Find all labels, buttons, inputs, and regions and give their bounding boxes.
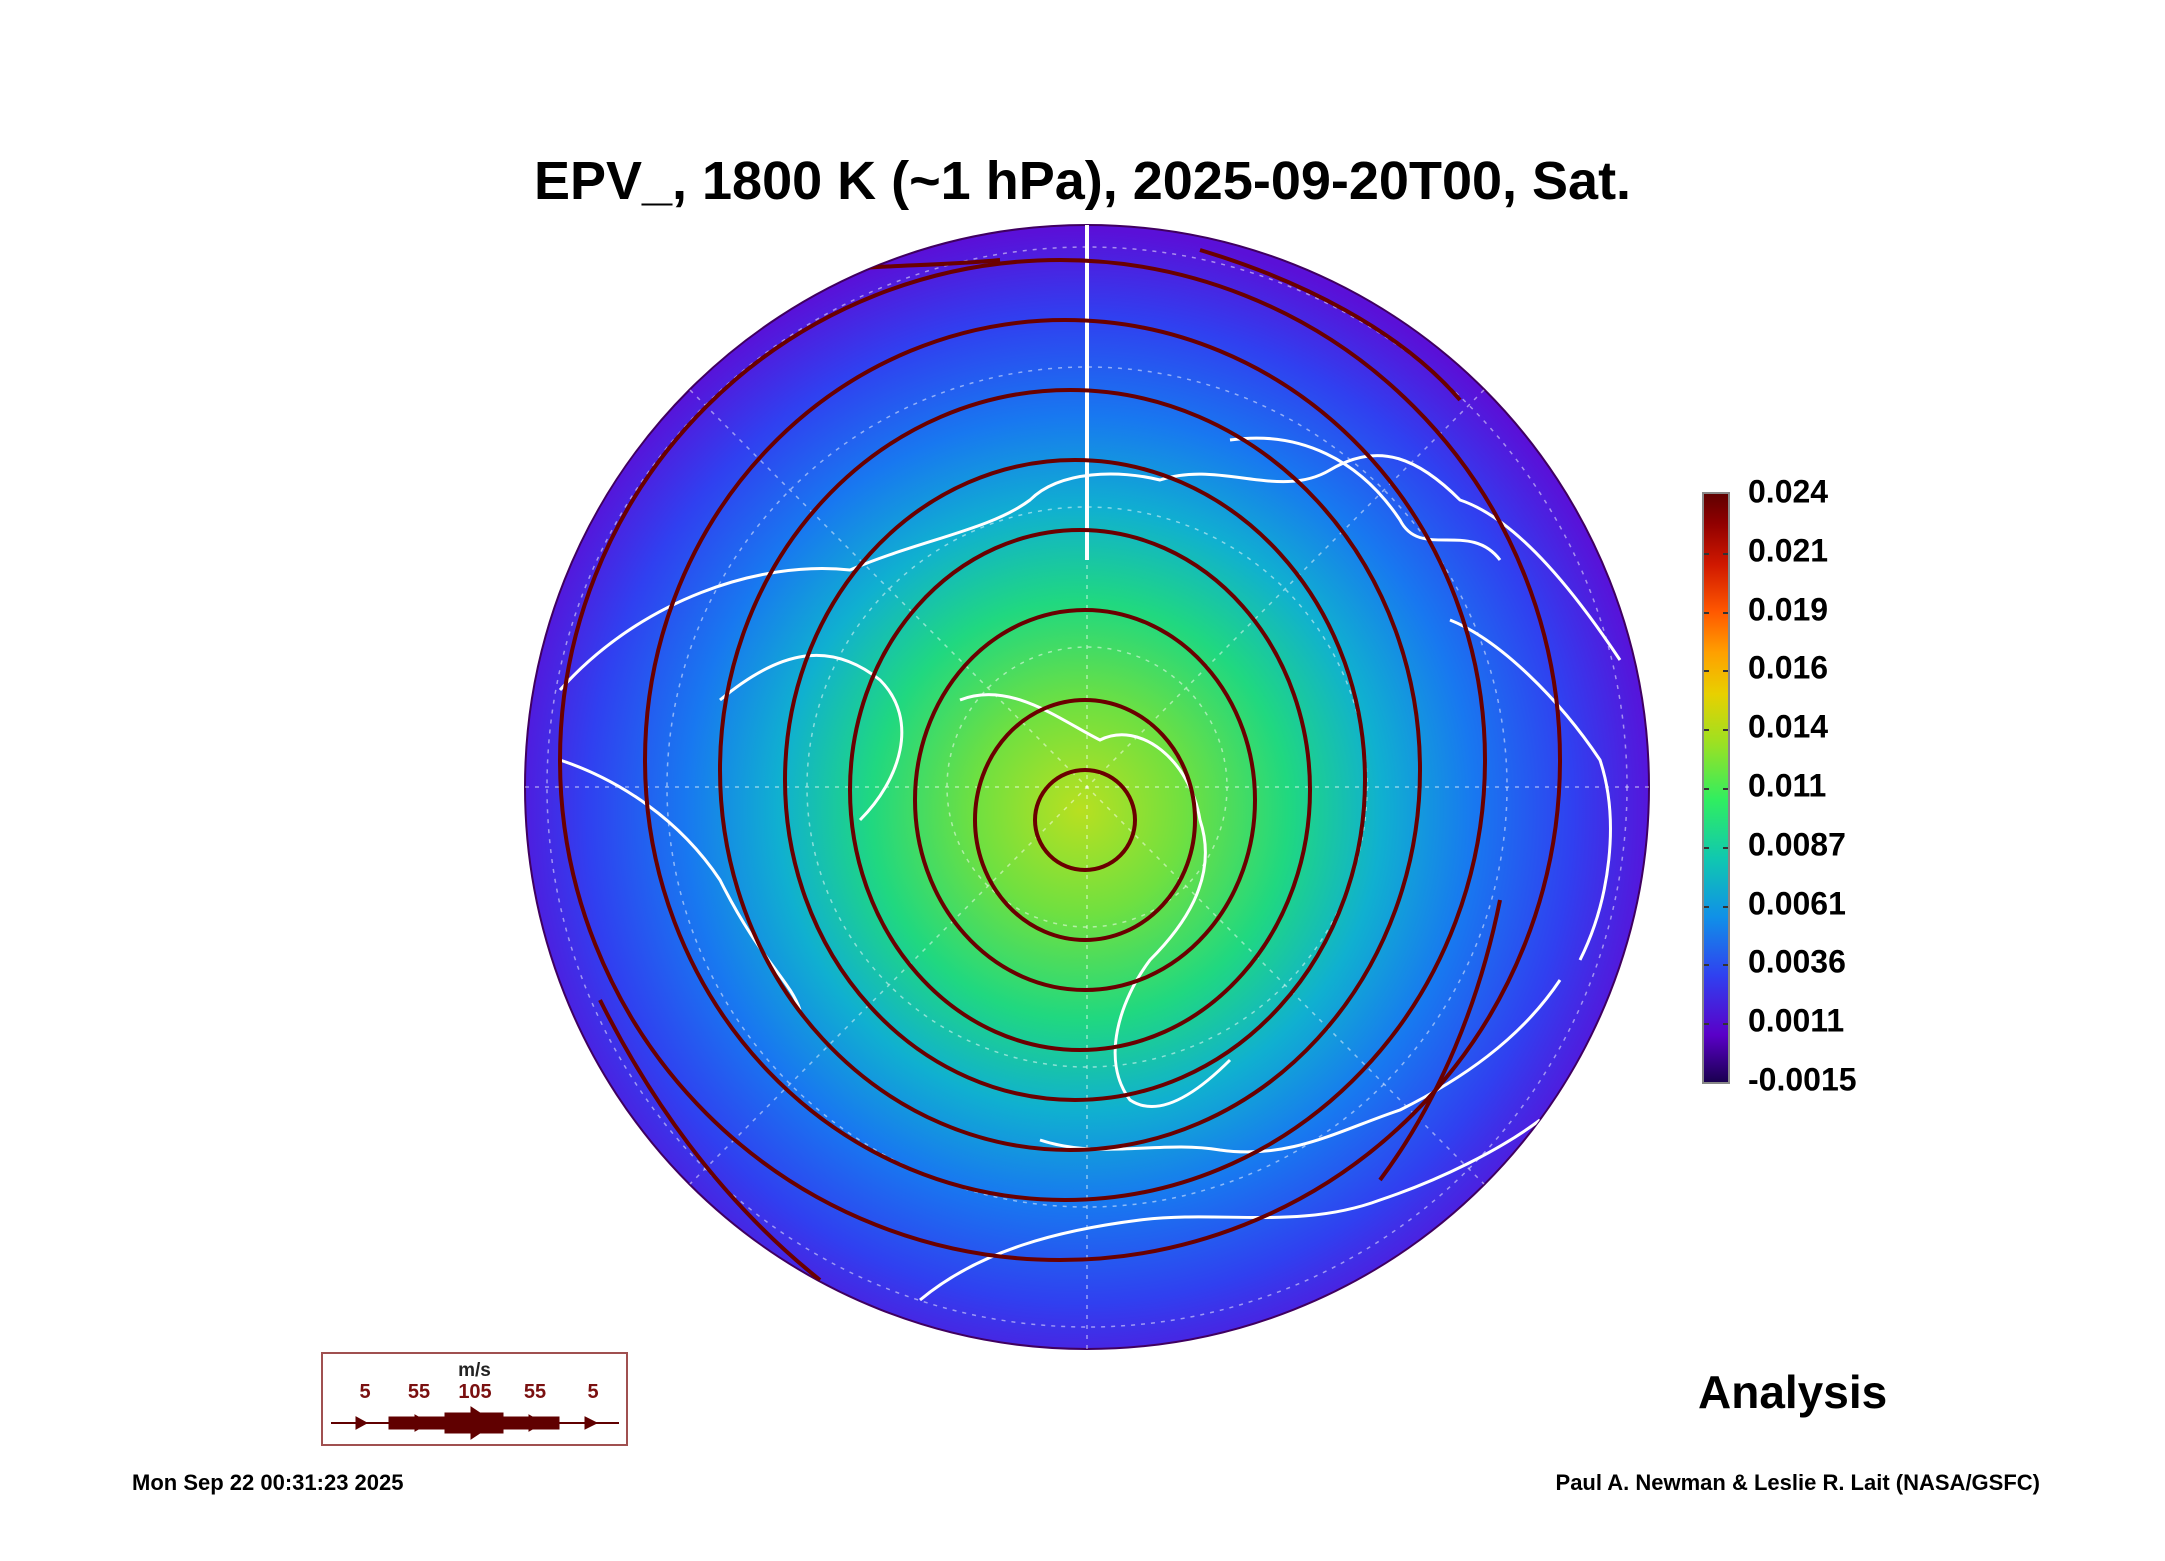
plot-title: EPV_, 1800 K (~1 hPa), 2025-09-20T00, Sa…	[533, 151, 1632, 211]
wind-value: 55	[523, 1381, 547, 1403]
footer-timestamp: Mon Sep 22 00:31:23 2025	[132, 1470, 404, 1495]
colorbar-label: 0.014	[1748, 708, 1829, 745]
colorbar-label: 0.016	[1748, 649, 1829, 686]
wind-arrow-icon	[331, 1406, 619, 1440]
analysis-label: Analysis	[1698, 1366, 1888, 1418]
wind-value: 55	[407, 1381, 431, 1403]
coastlines	[558, 436, 1622, 1302]
colorbar-label: 0.024	[1748, 473, 1829, 510]
colorbar-label: 0.0061	[1748, 885, 1846, 922]
colorbar-label: 0.021	[1748, 532, 1829, 569]
colorbar-label: -0.0015	[1748, 1061, 1857, 1098]
colorbar-label: 0.011	[1748, 767, 1827, 804]
colorbar-label: 0.0087	[1748, 826, 1846, 863]
wind-value: 105	[458, 1381, 492, 1403]
lat-lon-grid	[525, 225, 1649, 1349]
wind-speed-legend: m/s 5 55 105 55 5	[321, 1352, 628, 1446]
wind-value: 5	[587, 1381, 599, 1403]
colorbar	[1702, 492, 1730, 1084]
wind-value: 5	[359, 1381, 371, 1403]
colorbar-label: 0.0011	[1748, 1002, 1845, 1039]
colorbar-label: 0.019	[1748, 591, 1829, 628]
wind-unit: m/s	[458, 1360, 491, 1381]
colorbar-label: 0.0036	[1748, 943, 1846, 980]
footer-credit: Paul A. Newman & Leslie R. Lait (NASA/GS…	[1555, 1470, 2040, 1495]
